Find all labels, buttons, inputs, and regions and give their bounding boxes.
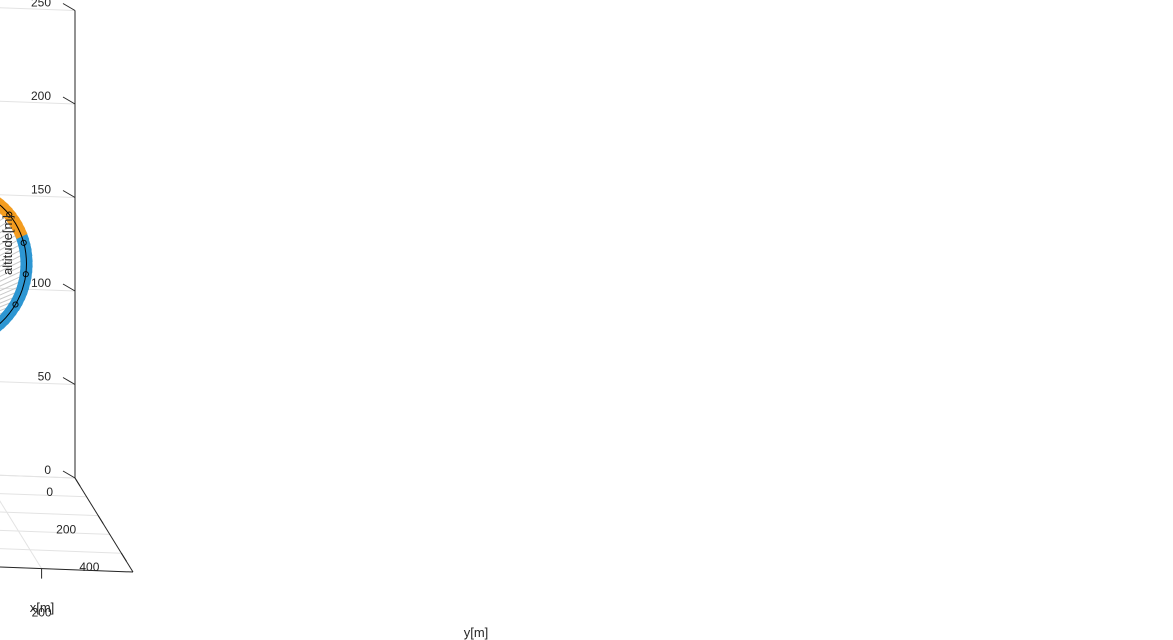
z-tick-mark [62, 470, 76, 479]
kite-marker-phase-b [0, 318, 5, 333]
tether-line [0, 308, 13, 315]
x-tick-label: 200 [56, 523, 76, 537]
grid-line [0, 566, 134, 573]
x-axis-label: x[m] [30, 600, 55, 615]
z-tick-label: 100 [31, 276, 51, 290]
z-tick-label: 250 [31, 0, 51, 10]
z-tick-mark [62, 190, 76, 198]
trajectory-point [6, 211, 13, 218]
x-tick-label: 400 [79, 560, 99, 574]
trajectory-point [22, 271, 29, 278]
z-tick-mark [62, 377, 76, 385]
trajectory-point [20, 239, 27, 246]
z-axis-label: altitude[m] [0, 215, 15, 275]
y-axis-label: y[m] [464, 625, 489, 640]
grid-line [0, 529, 110, 535]
tick-labels: 050100150200250200150100500-50-100-150-2… [31, 0, 100, 620]
z-tick-label: 0 [44, 463, 51, 477]
x-tick-mark [120, 552, 127, 562]
tether-line [0, 313, 10, 318]
z-tick-label: 50 [38, 370, 52, 384]
z-tick-mark [62, 96, 76, 105]
x-tick-mark [97, 515, 104, 524]
grid-line [0, 474, 76, 479]
kite-marker-phase-a [0, 195, 5, 211]
z-tick-label: 150 [31, 183, 51, 197]
tether-line [0, 317, 6, 321]
grid-line [0, 493, 87, 498]
z-tick-mark [62, 3, 76, 11]
tether-line [0, 321, 2, 323]
grid-line [0, 500, 43, 569]
y-tick-label: 200 [32, 606, 52, 620]
grid-line [0, 474, 76, 479]
grid-lines [0, 7, 134, 573]
x-tick-label: 0 [46, 485, 53, 499]
z-tick-mark [62, 283, 76, 292]
axes [0, 3, 134, 579]
z-tick-label: 200 [31, 89, 51, 103]
x-tick-mark [74, 477, 81, 487]
trajectory-point [12, 301, 19, 308]
trajectory-path [0, 204, 29, 325]
y-axis-line [0, 566, 134, 573]
